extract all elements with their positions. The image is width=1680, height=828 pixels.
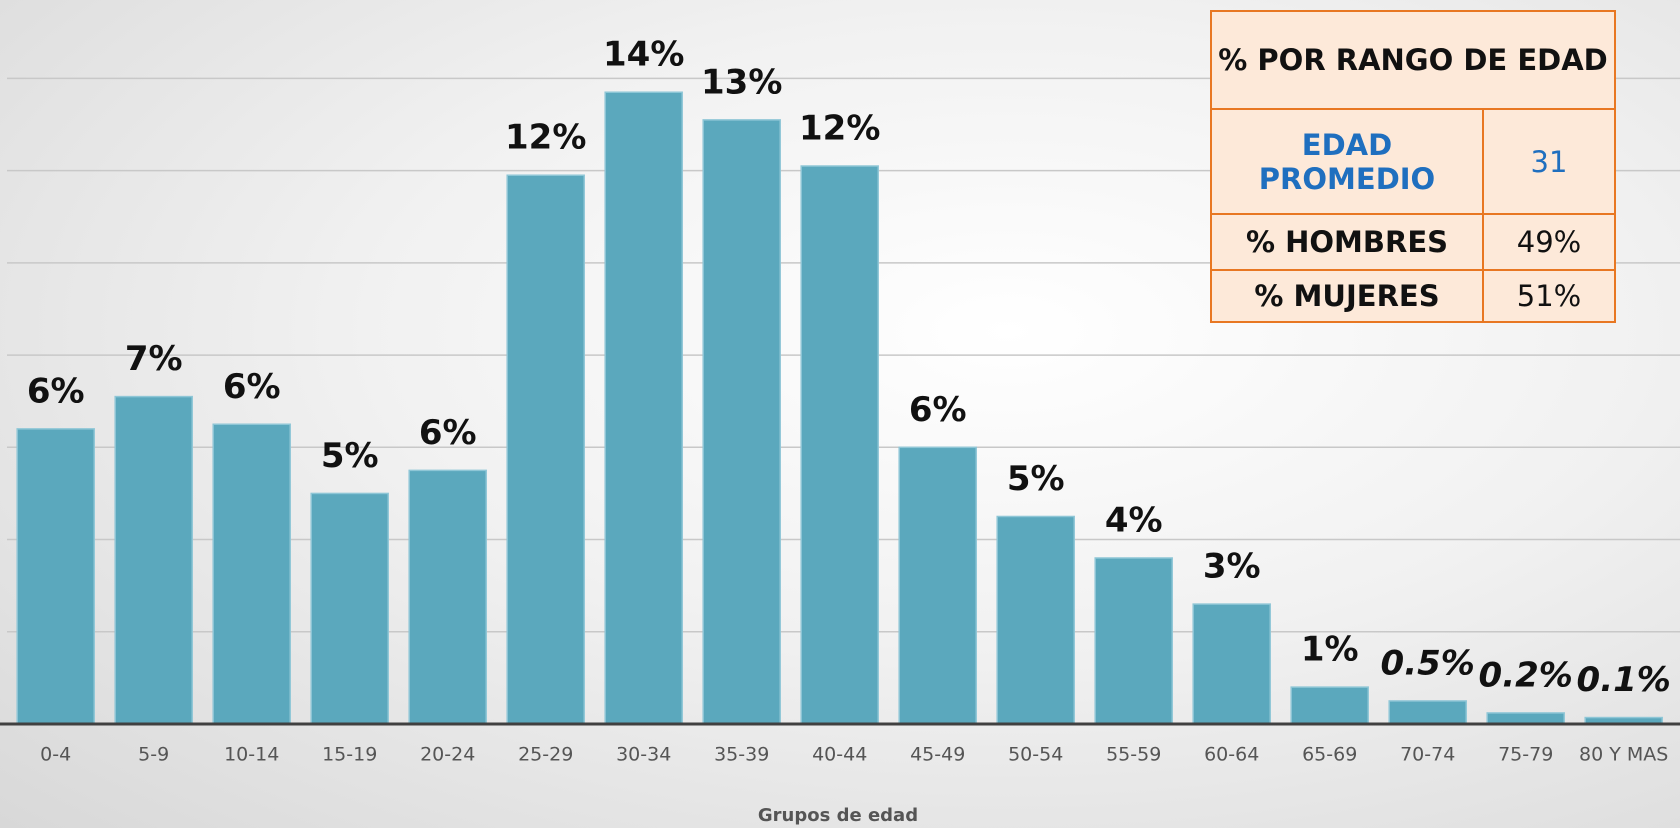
x-tick-label: 15-19 (322, 744, 377, 766)
value-label: 0.5% (1381, 643, 1475, 683)
bar (506, 174, 585, 725)
table-cell: 49% (1482, 213, 1616, 271)
value-label: 12% (799, 109, 880, 149)
x-tick-label: 50-54 (1008, 744, 1063, 766)
x-tick-label: 45-49 (910, 744, 965, 766)
value-label: 6% (419, 413, 477, 453)
x-tick-label: 30-34 (616, 744, 671, 766)
value-label: 4% (1105, 500, 1163, 540)
value-label: 0.2% (1479, 655, 1573, 695)
x-tick-label: 40-44 (812, 744, 867, 766)
bar (800, 165, 879, 725)
value-label: 5% (1007, 459, 1065, 499)
value-label: 1% (1301, 630, 1359, 670)
value-label: 3% (1203, 547, 1261, 587)
bar (1388, 700, 1467, 725)
x-tick-label: 65-69 (1302, 744, 1357, 766)
table-cell: % HOMBRES (1210, 213, 1484, 271)
table-cell: % MUJERES (1210, 269, 1484, 323)
value-label: 13% (701, 62, 782, 102)
bar (996, 515, 1075, 725)
bar (16, 428, 95, 725)
x-tick-label: 25-29 (518, 744, 573, 766)
bar (898, 446, 977, 725)
value-label: 7% (125, 339, 183, 379)
x-tick-label: 20-24 (420, 744, 475, 766)
bar (408, 469, 487, 725)
bar (212, 423, 291, 725)
value-label: 12% (505, 118, 586, 158)
bar (1094, 557, 1173, 725)
value-label: 6% (223, 367, 281, 407)
bar (1486, 712, 1565, 725)
x-tick-label: 35-39 (714, 744, 769, 766)
x-axis-title: Grupos de edad (758, 805, 918, 826)
bar (114, 395, 193, 725)
table-cell: EDAD PROMEDIO (1210, 108, 1484, 215)
x-tick-label: 5-9 (138, 744, 169, 766)
summary-table: % POR RANGO DE EDAD EDAD PROMEDIO 31 % HO… (1210, 10, 1616, 323)
x-tick-label: 10-14 (224, 744, 279, 766)
bar (1192, 603, 1271, 725)
x-tick-label: 75-79 (1498, 744, 1553, 766)
x-tick-label: 80 Y MAS (1579, 744, 1668, 766)
bar (604, 91, 683, 725)
bar (1290, 686, 1369, 725)
value-label: 0.1% (1577, 660, 1671, 700)
value-label: 6% (909, 390, 967, 430)
value-label: 6% (27, 371, 85, 411)
x-tick-label: 0-4 (40, 744, 71, 766)
x-tick-label: 60-64 (1204, 744, 1259, 766)
table-title: % POR RANGO DE EDAD (1210, 10, 1616, 110)
value-label: 14% (603, 35, 684, 75)
table-cell: 51% (1482, 269, 1616, 323)
bar (702, 119, 781, 725)
x-tick-label: 70-74 (1400, 744, 1455, 766)
table-cell: 31 (1482, 108, 1616, 215)
bar (310, 492, 389, 725)
x-tick-label: 55-59 (1106, 744, 1161, 766)
value-label: 5% (321, 436, 379, 476)
